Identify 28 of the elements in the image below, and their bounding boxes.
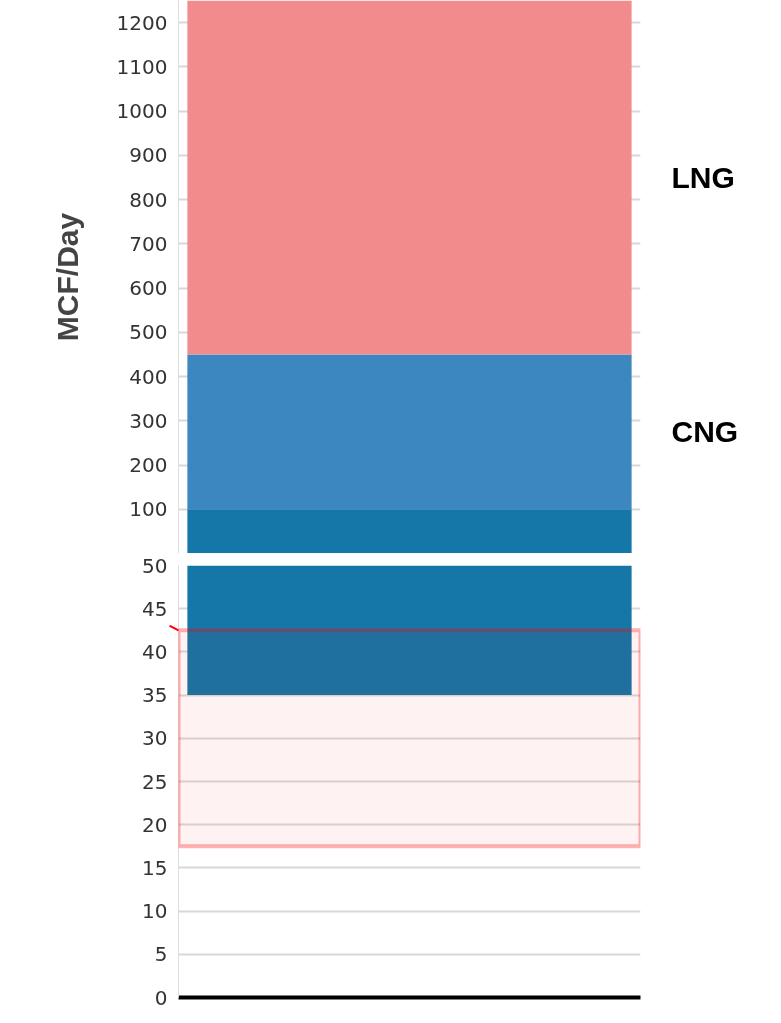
bar: [187, 509, 632, 553]
y-tick-label: 200: [129, 453, 168, 478]
y-tick-label: 35: [142, 683, 168, 708]
y-tick-label: 1000: [116, 99, 168, 124]
y-tick-label: 15: [142, 855, 168, 880]
y-tick-label: 45: [142, 596, 168, 621]
y-tick-label: 25: [142, 769, 168, 794]
y-tick-label: 50: [142, 553, 168, 578]
series-label: LNG: [671, 160, 735, 194]
y-tick-label: 10: [142, 899, 168, 924]
y-tick-label: 800: [129, 187, 168, 212]
y-tick-label: 500: [129, 320, 168, 345]
y-tick-label: 100: [129, 497, 168, 522]
y-axis-title: MCF/Day: [50, 212, 84, 342]
y-tick-label: 400: [129, 364, 168, 389]
y-tick-label: 40: [142, 639, 168, 664]
y-tick-label: 300: [129, 408, 168, 433]
series-label: CNG: [671, 415, 739, 449]
y-tick-label: 20: [142, 812, 168, 837]
y-tick-label: 5: [154, 942, 168, 967]
y-tick-label: 30: [142, 726, 168, 751]
y-tick-label: 900: [129, 143, 168, 168]
y-tick-label: 1200: [116, 10, 168, 35]
bar: [187, 354, 632, 510]
y-tick-label: 0: [154, 985, 168, 1010]
y-tick-label: 600: [129, 276, 168, 301]
y-tick-label: 700: [129, 231, 168, 256]
y-tick-label: 1100: [116, 54, 168, 79]
